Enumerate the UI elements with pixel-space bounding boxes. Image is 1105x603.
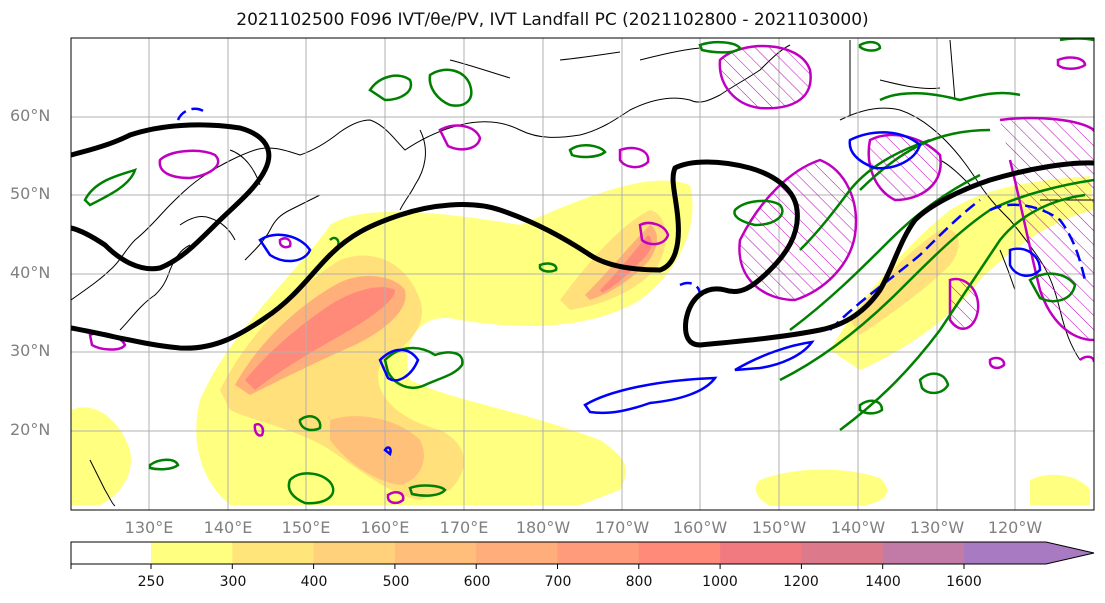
colorbar-tick-label: 300	[219, 574, 247, 590]
lat-label-60n: 60°N	[10, 106, 51, 125]
lon-label-140e: 140°E	[203, 518, 253, 537]
colorbar-tick-label: 1600	[946, 574, 982, 590]
colorbar-bin	[476, 542, 558, 564]
figure-title: 2021102500 F096 IVT/θe/PV, IVT Landfall …	[236, 10, 869, 30]
colorbar-bin	[882, 542, 965, 564]
colorbar	[70, 541, 1095, 569]
theta-e-blue-contours	[176, 107, 1087, 457]
lon-label-130e: 130°E	[124, 518, 174, 537]
colorbar-tick-label: 500	[382, 574, 410, 590]
colorbar-tick-label: 1400	[865, 574, 901, 590]
colorbar-bin	[638, 542, 721, 564]
colorbar-bin	[313, 542, 396, 564]
lat-label-20n: 20°N	[10, 420, 51, 439]
colorbar-tick-label: 1000	[702, 574, 738, 590]
colorbar-bin	[720, 542, 802, 564]
colorbar-bin	[801, 542, 884, 564]
colorbar-tick-label: 800	[625, 574, 653, 590]
lon-label-170w: 170°W	[594, 518, 650, 537]
lon-label-160w: 160°W	[672, 518, 728, 537]
colorbar-tick-label: 700	[544, 574, 572, 590]
coastlines	[71, 39, 1094, 507]
lon-label-120w: 120°W	[987, 518, 1043, 537]
colorbar-tick-label: 400	[300, 574, 328, 590]
lon-label-130w: 130°W	[909, 518, 965, 537]
colorbar-bin	[151, 542, 233, 564]
lon-label-150e: 150°E	[281, 518, 331, 537]
lon-label-140w: 140°W	[830, 518, 886, 537]
lat-label-30n: 30°N	[10, 341, 51, 360]
map-border	[70, 37, 1095, 511]
colorbar-tick-label: 600	[463, 574, 491, 590]
colorbar-bin	[557, 542, 640, 564]
colorbar-tick-label: 1200	[783, 574, 819, 590]
lon-label-160e: 160°E	[360, 518, 410, 537]
lon-label-170e: 170°E	[439, 518, 489, 537]
lon-label-180w: 180°W	[515, 518, 571, 537]
lon-label-150w: 150°W	[751, 518, 807, 537]
colorbar-bin	[964, 542, 1094, 564]
colorbar-tick-label: 250	[137, 574, 165, 590]
lat-label-50n: 50°N	[10, 184, 51, 203]
lat-label-40n: 40°N	[10, 263, 51, 282]
colorbar-bin	[232, 542, 315, 564]
colorbar-bin	[394, 542, 477, 564]
gridlines	[71, 38, 1094, 510]
pv-black-contour	[71, 122, 1094, 351]
